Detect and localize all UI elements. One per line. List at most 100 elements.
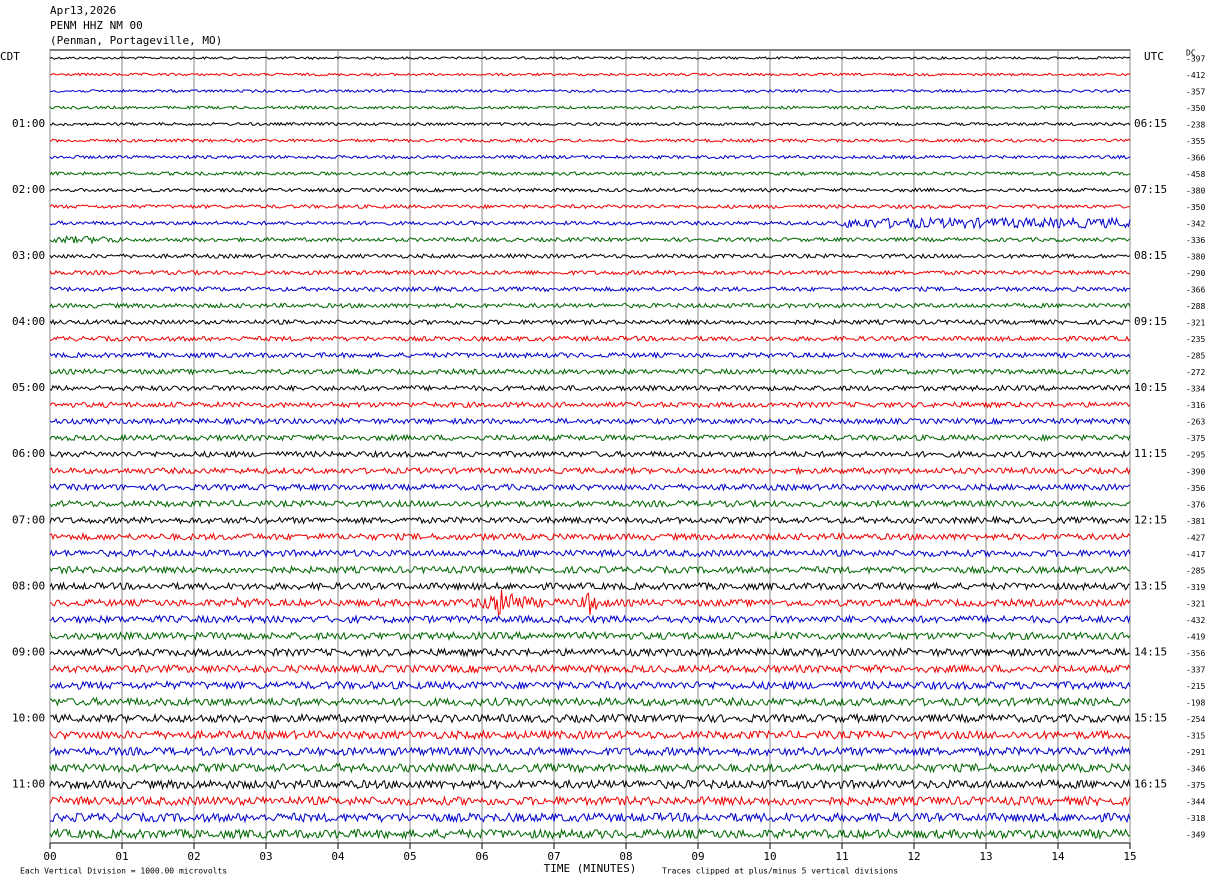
trace (49, 433, 1131, 443)
dc-value: -319 (1186, 583, 1205, 592)
dc-label: DC (1186, 49, 1196, 58)
dc-value: -366 (1186, 286, 1205, 295)
dc-value: -288 (1186, 302, 1205, 311)
trace (49, 515, 1131, 526)
dc-value: -375 (1186, 434, 1205, 443)
right-time: 10:15 (1134, 381, 1167, 394)
dc-value: -412 (1186, 71, 1205, 80)
dc-value: -458 (1186, 170, 1205, 179)
x-tick-label: 15 (1123, 850, 1136, 863)
trace (49, 55, 1131, 60)
trace (49, 187, 1131, 193)
dc-value: -427 (1186, 533, 1205, 542)
trace (49, 285, 1131, 293)
x-tick-label: 11 (835, 850, 848, 863)
left-time: 03:00 (12, 249, 45, 262)
trace (49, 334, 1131, 343)
dc-value: -295 (1186, 451, 1205, 460)
dc-value: -215 (1186, 682, 1205, 691)
dc-value: -263 (1186, 418, 1205, 427)
dc-value: -235 (1186, 335, 1205, 344)
trace (49, 531, 1131, 542)
right-time: 11:15 (1134, 447, 1167, 460)
trace (49, 302, 1131, 310)
x-tick-label: 06 (475, 850, 488, 863)
trace (49, 729, 1131, 741)
trace (49, 663, 1131, 675)
dc-value: -315 (1186, 731, 1205, 740)
dc-value: -357 (1186, 88, 1205, 97)
dc-value: -316 (1186, 401, 1205, 410)
x-tick-label: 01 (115, 850, 128, 863)
dc-value: -397 (1186, 55, 1205, 64)
right-time: 14:15 (1134, 645, 1167, 658)
x-tick-label: 09 (691, 850, 704, 863)
trace (49, 679, 1131, 691)
footer-left: Each Vertical Division = 1000.00 microvo… (20, 867, 227, 876)
right-label: UTC (1144, 50, 1164, 63)
dc-value: -337 (1186, 665, 1205, 674)
left-time: 01:00 (12, 117, 45, 130)
header-station: PENM HHZ NM 00 (50, 19, 143, 32)
left-time: 09:00 (12, 645, 45, 658)
trace (49, 614, 1131, 625)
dc-value: -198 (1186, 698, 1205, 707)
trace (49, 762, 1131, 774)
x-tick-label: 12 (907, 850, 920, 863)
dc-value: -285 (1186, 566, 1205, 575)
left-time: 07:00 (12, 513, 45, 526)
dc-value: -366 (1186, 154, 1205, 163)
trace (49, 154, 1131, 160)
x-tick-label: 13 (979, 850, 992, 863)
dc-value: -390 (1186, 467, 1205, 476)
dc-value: -238 (1186, 121, 1205, 130)
trace (49, 384, 1131, 393)
trace (49, 318, 1131, 326)
dc-value: -356 (1186, 649, 1205, 658)
trace (49, 367, 1131, 376)
left-time: 10:00 (12, 711, 45, 724)
x-tick-label: 10 (763, 850, 776, 863)
trace (49, 105, 1131, 110)
trace (49, 138, 1131, 144)
left-time: 02:00 (12, 183, 45, 196)
trace (50, 589, 1131, 616)
dc-value: -350 (1186, 104, 1205, 113)
trace (49, 416, 1131, 426)
dc-value: -432 (1186, 616, 1205, 625)
trace (49, 581, 1130, 592)
trace (49, 252, 1131, 260)
left-time: 08:00 (12, 579, 45, 592)
left-time: 06:00 (12, 447, 45, 460)
trace (49, 630, 1131, 642)
trace (49, 646, 1131, 658)
trace (49, 564, 1131, 575)
right-time: 06:15 (1134, 117, 1167, 130)
dc-value: -376 (1186, 500, 1205, 509)
right-time: 07:15 (1134, 183, 1167, 196)
dc-value: -342 (1186, 220, 1205, 229)
trace (49, 745, 1131, 758)
trace (49, 696, 1131, 708)
dc-value: -356 (1186, 484, 1205, 493)
trace (49, 778, 1131, 791)
trace (49, 235, 1131, 245)
x-tick-label: 03 (259, 850, 272, 863)
dc-value: -380 (1186, 253, 1205, 262)
dc-value: -290 (1186, 269, 1205, 278)
header-date: Apr13,2026 (50, 4, 116, 17)
right-time: 09:15 (1134, 315, 1167, 328)
dc-value: -254 (1186, 715, 1205, 724)
plot-frame (49, 49, 1131, 844)
trace (49, 449, 1131, 459)
trace (49, 351, 1131, 360)
dc-value: -375 (1186, 781, 1205, 790)
header-location: (Penman, Portageville, MO) (50, 34, 222, 47)
trace (49, 72, 1131, 77)
dc-value: -344 (1186, 797, 1205, 806)
trace (49, 548, 1131, 559)
dc-value: -272 (1186, 368, 1205, 377)
dc-value: -419 (1186, 632, 1205, 641)
trace (49, 121, 1131, 127)
right-time: 12:15 (1134, 513, 1167, 526)
